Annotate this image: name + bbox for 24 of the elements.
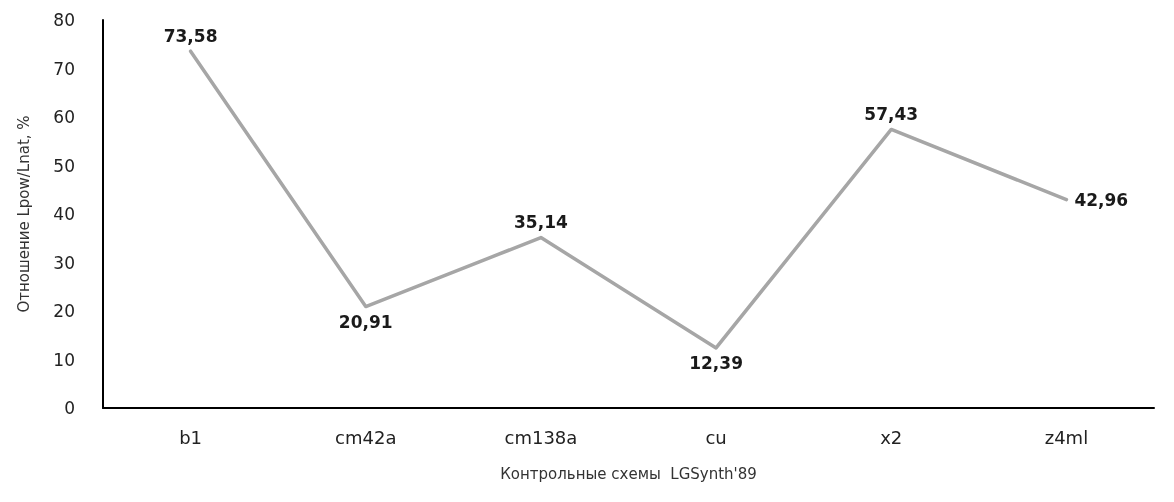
y-tick-label: 0 <box>64 398 75 418</box>
data-label: 42,96 <box>1074 189 1129 210</box>
data-label: 20,91 <box>338 312 393 333</box>
y-tick-label: 80 <box>53 10 75 30</box>
y-tick-label: 10 <box>53 349 75 370</box>
x-tick-label: b1 <box>179 426 203 448</box>
data-label: 57,43 <box>864 103 919 124</box>
x-tick-label: cm42a <box>335 426 397 448</box>
y-axis-title: Отношение Lpow/Lnat, % <box>14 115 33 313</box>
data-label: 12,39 <box>689 353 743 374</box>
data-label: 73,58 <box>163 25 218 46</box>
y-tick-label: 60 <box>53 107 75 127</box>
x-tick-label: x2 <box>880 426 903 448</box>
y-tick-label: 20 <box>53 301 75 321</box>
y-tick-label: 30 <box>53 252 75 273</box>
data-label: 35,14 <box>514 212 568 233</box>
line-series <box>188 49 1069 350</box>
x-tick-label: cu <box>705 426 727 448</box>
x-tick-label: cm138a <box>504 426 578 448</box>
y-tick-label: 70 <box>53 58 75 79</box>
x-tick-label: z4ml <box>1044 426 1089 448</box>
y-tick-label: 40 <box>53 204 75 224</box>
x-axis-title: Контрольные схемы LGSynth'89 <box>500 464 757 483</box>
y-tick-label: 50 <box>53 155 75 176</box>
